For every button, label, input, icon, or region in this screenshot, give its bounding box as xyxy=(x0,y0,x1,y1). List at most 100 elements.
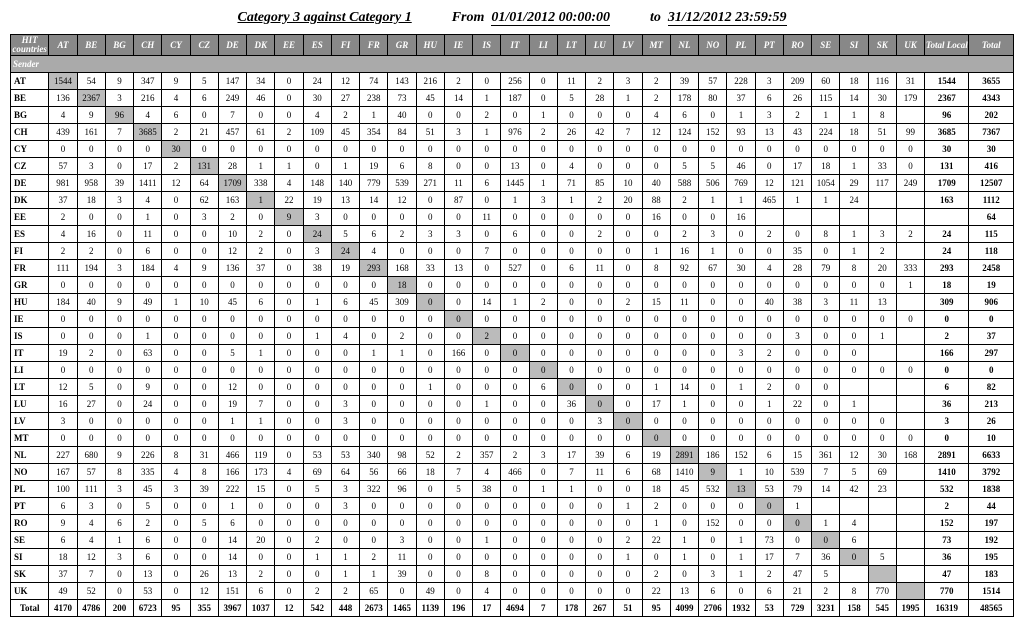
cell: 0 xyxy=(162,396,190,413)
cell: 1 xyxy=(699,243,727,260)
total-local-cell: 293 xyxy=(925,260,969,277)
cell: 1 xyxy=(840,107,868,124)
cell: 0 xyxy=(586,379,614,396)
cell: 1 xyxy=(812,107,840,124)
cell: 0 xyxy=(303,379,331,396)
cell: 74 xyxy=(360,73,388,90)
cell: 0 xyxy=(218,328,246,345)
cell xyxy=(896,294,924,311)
cell: 0 xyxy=(275,549,303,566)
cell: 7 xyxy=(77,566,105,583)
cell: 0 xyxy=(473,141,501,158)
table-row: FI22060012203244000700000116100350122411… xyxy=(11,243,1014,260)
cell: 0 xyxy=(557,532,585,549)
cell: 38 xyxy=(303,260,331,277)
cell: 1 xyxy=(247,413,275,430)
cell: 361 xyxy=(812,447,840,464)
cell: 0 xyxy=(812,379,840,396)
row-header: HU xyxy=(11,294,49,311)
cell: 0 xyxy=(360,328,388,345)
cell: 0 xyxy=(586,498,614,515)
cell: 0 xyxy=(473,73,501,90)
cell: 119 xyxy=(247,447,275,464)
cell: 2 xyxy=(755,226,783,243)
cell: 2 xyxy=(388,328,416,345)
cell: 3 xyxy=(529,192,557,209)
cell: 0 xyxy=(557,362,585,379)
cell: 958 xyxy=(77,175,105,192)
cell xyxy=(783,209,811,226)
cell: 0 xyxy=(388,362,416,379)
cell: 9 xyxy=(699,464,727,481)
cell: 0 xyxy=(303,141,331,158)
total-local-cell: 30 xyxy=(925,141,969,158)
footer-cell: 2673 xyxy=(360,600,388,617)
cell: 0 xyxy=(416,192,444,209)
cell: 333 xyxy=(896,260,924,277)
cell: 0 xyxy=(360,396,388,413)
cell: 539 xyxy=(783,464,811,481)
cell: 0 xyxy=(162,328,190,345)
cell: 1 xyxy=(755,396,783,413)
row-header: UK xyxy=(11,583,49,600)
cell: 0 xyxy=(699,430,727,447)
cell: 2 xyxy=(755,566,783,583)
cell: 1 xyxy=(162,294,190,311)
cell: 5 xyxy=(812,566,840,583)
cell: 2 xyxy=(49,209,77,226)
cell: 1 xyxy=(473,124,501,141)
cell: 0 xyxy=(218,362,246,379)
row-header: AT xyxy=(11,73,49,90)
footer-cell: 4099 xyxy=(670,600,698,617)
row-header: FR xyxy=(11,260,49,277)
total-cell: 26 xyxy=(969,413,1014,430)
cell: 11 xyxy=(444,175,472,192)
cell: 0 xyxy=(586,583,614,600)
cell: 4 xyxy=(557,158,585,175)
cell: 6 xyxy=(134,532,162,549)
cell: 0 xyxy=(105,583,133,600)
total-local-cell: 1544 xyxy=(925,73,969,90)
cell: 0 xyxy=(473,311,501,328)
cell: 0 xyxy=(275,447,303,464)
col-header: SI xyxy=(840,35,868,56)
footer-cell: 12 xyxy=(275,600,303,617)
cell: 47 xyxy=(783,566,811,583)
cell: 167 xyxy=(49,464,77,481)
cell: 151 xyxy=(218,583,246,600)
cell: 0 xyxy=(529,498,557,515)
cell: 0 xyxy=(416,277,444,294)
cell: 2 xyxy=(275,124,303,141)
cell: 0 xyxy=(388,583,416,600)
from-date: 01/01/2012 00:00:00 xyxy=(491,10,610,26)
footer-cell: 4170 xyxy=(49,600,77,617)
total-cell: 416 xyxy=(969,158,1014,175)
cell: 0 xyxy=(586,107,614,124)
table-row: IT19206300510001101660000000003200016629… xyxy=(11,345,1014,362)
cell: 5 xyxy=(303,481,331,498)
cell: 0 xyxy=(755,141,783,158)
from-label: From xyxy=(452,10,485,25)
cell: 0 xyxy=(473,379,501,396)
cell: 6 xyxy=(670,107,698,124)
footer-cell: 4694 xyxy=(501,600,529,617)
cell: 0 xyxy=(868,311,896,328)
cell: 6 xyxy=(614,464,642,481)
cell: 0 xyxy=(303,345,331,362)
col-header: SE xyxy=(812,35,840,56)
cell: 1 xyxy=(727,107,755,124)
col-header: LI xyxy=(529,35,557,56)
cell: 30 xyxy=(162,141,190,158)
cell: 45 xyxy=(134,481,162,498)
cell: 0 xyxy=(783,379,811,396)
cell: 0 xyxy=(727,243,755,260)
cell: 0 xyxy=(755,515,783,532)
cell: 1 xyxy=(218,413,246,430)
cell: 3 xyxy=(49,413,77,430)
cell: 1 xyxy=(642,515,670,532)
cell: 0 xyxy=(868,277,896,294)
table-row: BE13623673216462494603027238734514118705… xyxy=(11,90,1014,107)
cell: 0 xyxy=(642,430,670,447)
cell: 1 xyxy=(247,158,275,175)
cell: 0 xyxy=(77,328,105,345)
